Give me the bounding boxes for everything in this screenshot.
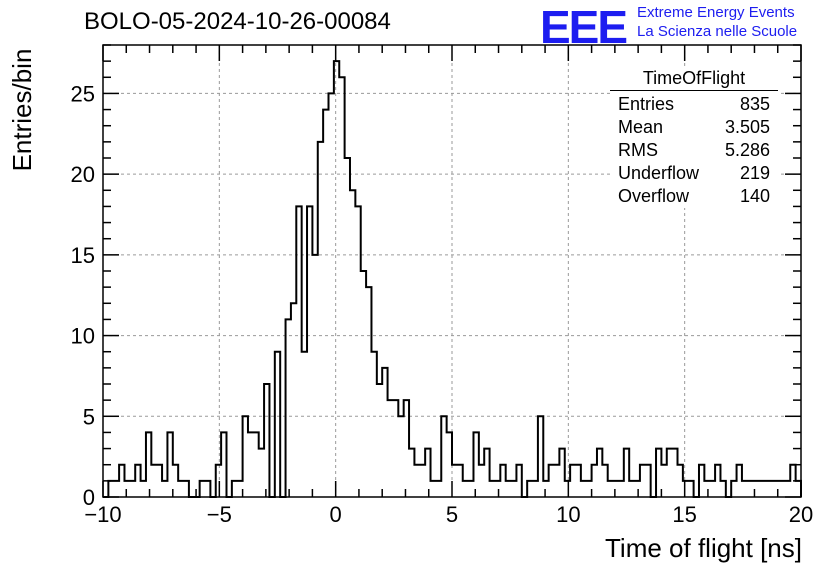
stats-row-overflow: Overflow 140	[610, 185, 778, 208]
y-tick-label: 10	[71, 324, 95, 349]
x-tick-label: 5	[446, 502, 458, 527]
axis-ticks	[102, 44, 802, 498]
x-tick-label: 20	[789, 502, 813, 527]
stats-label: Mean	[618, 117, 664, 137]
stats-label: Overflow	[618, 186, 690, 206]
x-axis-label: Time of flight [ns]	[605, 533, 802, 563]
x-tick-labels: −10 −5 0 5 10 15 20	[84, 502, 813, 527]
y-tick-label: 25	[71, 81, 95, 106]
stats-label: Underflow	[618, 163, 700, 183]
x-tick-label: 10	[556, 502, 580, 527]
stats-value: 140	[739, 186, 770, 206]
stats-value: 5.286	[724, 140, 770, 160]
stats-row-mean: Mean 3.505	[610, 116, 778, 139]
stats-title: TimeOfFlight	[610, 68, 778, 91]
x-tick-label: −5	[207, 502, 232, 527]
stats-value: 219	[739, 163, 770, 183]
y-tick-labels: 0 5 10 15 20 25	[71, 81, 95, 510]
y-tick-label: 0	[83, 485, 95, 510]
x-tick-label: −10	[84, 502, 121, 527]
logo-line-2: La Scienza nelle Scuole	[637, 23, 798, 40]
stats-row-entries: Entries 835	[610, 93, 778, 116]
chart-title: BOLO-05-2024-10-26-00084	[84, 8, 391, 35]
stats-value: 3.505	[724, 117, 770, 137]
x-tick-label: 15	[672, 502, 696, 527]
y-tick-label: 15	[71, 243, 95, 268]
eee-logo-text: Extreme Energy Events La Scienza nelle S…	[637, 3, 797, 41]
stats-value: 835	[739, 94, 770, 114]
x-tick-label: 0	[330, 502, 342, 527]
y-tick-label: 5	[83, 404, 95, 429]
y-tick-label: 20	[71, 162, 95, 187]
stats-label: RMS	[618, 140, 658, 160]
stats-box: TimeOfFlight Entries 835 Mean 3.505 RMS …	[610, 68, 778, 208]
y-axis-label: Entries/bin	[7, 48, 37, 172]
histogram-line	[103, 60, 802, 498]
stats-label: Entries	[618, 94, 675, 114]
eee-logo: EEE	[540, 1, 628, 53]
stats-row-underflow: Underflow 219	[610, 162, 778, 185]
grid-lines	[103, 45, 801, 497]
logo-line-1: Extreme Energy Events	[637, 4, 795, 21]
stats-row-rms: RMS 5.286	[610, 139, 778, 162]
